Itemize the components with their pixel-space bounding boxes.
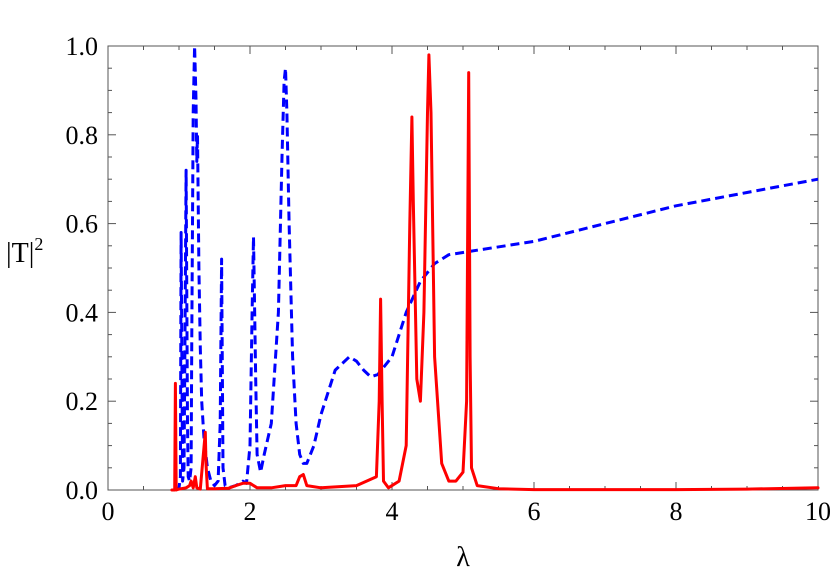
- x-tick-label: 10: [805, 497, 831, 526]
- y-tick-label: 0.8: [66, 121, 99, 150]
- series-line-solid: [170, 53, 820, 492]
- y-axis-title: |T|2: [6, 234, 43, 269]
- plot-frame: [107, 45, 819, 491]
- x-tick-label: 4: [386, 497, 399, 526]
- ticks: 0 2 4 6 8 10 0.0 0.2 0.4 0.6 0.8 1.0: [66, 32, 832, 526]
- y-axis-title-sup: 2: [34, 234, 43, 254]
- x-tick-label: 6: [528, 497, 541, 526]
- y-tick-label: 0.6: [66, 210, 99, 239]
- y-tick-label: 0.0: [66, 476, 99, 505]
- y-tick-label: 1.0: [66, 32, 99, 61]
- y-tick-label: 0.2: [66, 387, 99, 416]
- x-tick-label: 2: [244, 497, 257, 526]
- x-tick-label: 0: [102, 497, 115, 526]
- y-axis-title-main: |T|: [6, 238, 34, 269]
- x-axis-title: λ: [456, 542, 470, 573]
- x-tick-label: 8: [670, 497, 683, 526]
- y-tick-label: 0.4: [66, 298, 99, 327]
- series: [170, 44, 820, 492]
- series-line-dashed: [174, 44, 819, 492]
